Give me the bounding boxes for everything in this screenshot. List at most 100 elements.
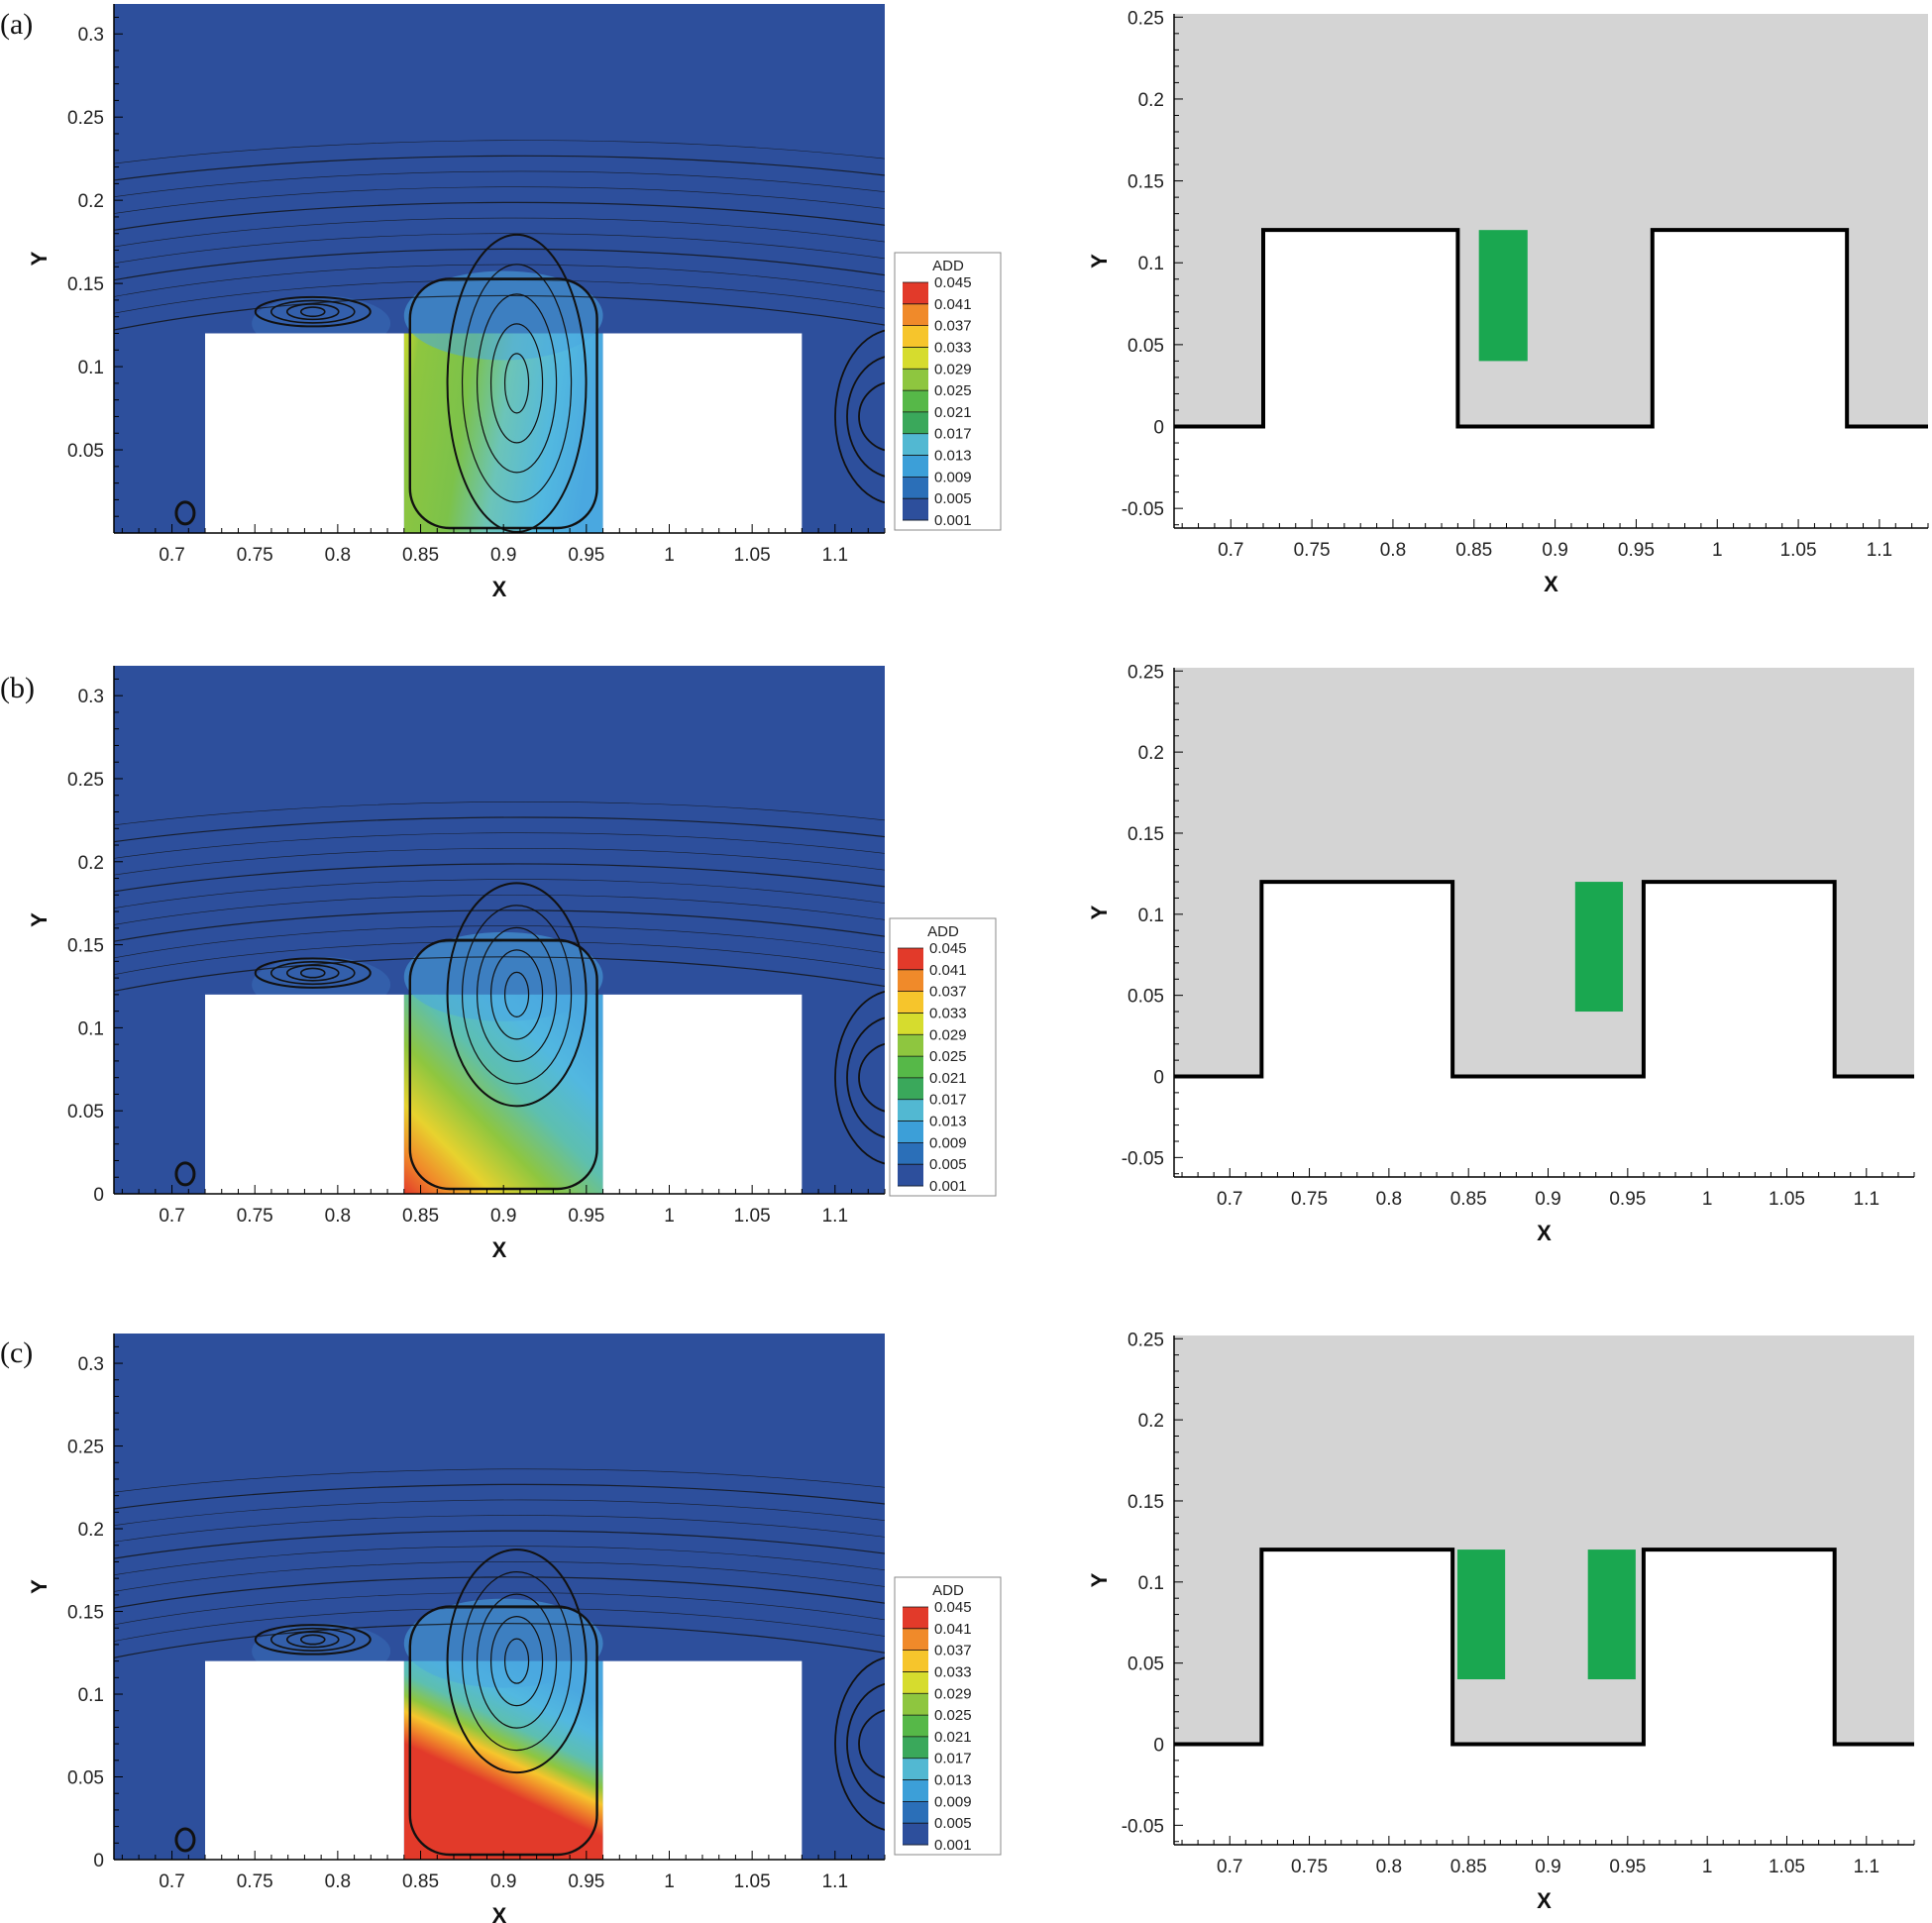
streamline (114, 294, 885, 331)
y-tick-label: 0.15 (1127, 824, 1164, 845)
cavity-vortex (503, 971, 530, 1017)
streamline (114, 879, 885, 908)
x-tick-label: 0.85 (1455, 540, 1492, 561)
x-tick-label: 0.85 (402, 545, 439, 566)
streamline (114, 201, 885, 231)
recirculation-loop (299, 306, 326, 318)
y-tick-label: 0.3 (78, 687, 104, 707)
legend-swatch (903, 411, 928, 435)
source-region (1456, 1549, 1506, 1680)
x-tick-label: 1 (664, 545, 675, 566)
streamline (114, 155, 885, 181)
streamline (114, 956, 885, 993)
legend-level-label: 0.033 (934, 1663, 972, 1680)
legend-level-label: 0.005 (934, 1815, 972, 1832)
cavity-vortex (446, 233, 588, 533)
x-axis-title: X (1537, 1888, 1552, 1913)
x-tick-label: 0.7 (1217, 1189, 1242, 1210)
x-tick-label: 0.85 (1450, 1189, 1487, 1210)
x-axis-title: X (492, 1237, 507, 1262)
legend-level-label: 0.009 (934, 1793, 972, 1810)
chart-panel-c-right: 0.7 0.75 0.8 0.85 0.9 0.95 1 1.05 1.1 -0.05 0 0.05 0… (1087, 1330, 1915, 1913)
x-tick-label: 1 (1712, 540, 1723, 561)
y-axis-title: Y (27, 912, 52, 927)
legend-swatch (898, 991, 923, 1014)
x-tick-label: 0.8 (1376, 1189, 1402, 1210)
legend-level-label: 0.001 (929, 1178, 967, 1195)
y-tick-label: 0.25 (67, 1438, 104, 1458)
y-tick-label: 0.05 (1127, 336, 1164, 357)
legend-level-label: 0.041 (934, 296, 972, 313)
streamline (114, 816, 885, 843)
legend-level-label: 0.025 (934, 382, 972, 399)
y-tick-label: 0.05 (67, 1768, 104, 1789)
x-tick-label: 0.7 (1218, 540, 1243, 561)
y-tick-label: 0.1 (78, 1018, 104, 1039)
y-tick-label: 0.15 (67, 274, 104, 295)
y-tick-label: 0.15 (1127, 1492, 1164, 1513)
x-tick-label: 0.75 (237, 1206, 273, 1227)
corner-vortex (174, 1827, 196, 1853)
cavity-vortex (503, 1638, 530, 1684)
x-tick-label: 1.05 (1769, 1857, 1805, 1877)
x-tick-label: 1.1 (1854, 1857, 1879, 1877)
x-tick-label: 0.7 (159, 545, 184, 566)
legend-swatch (903, 1628, 928, 1652)
x-tick-label: 0.75 (237, 1871, 273, 1892)
legend-level-label: 0.025 (929, 1048, 967, 1065)
x-tick-label: 0.7 (159, 1871, 184, 1892)
panel-label: (a) (0, 8, 33, 41)
plume (403, 931, 603, 1021)
y-tick-label: 0.1 (78, 358, 104, 378)
cavity-vortex (446, 882, 588, 1108)
source-region (1478, 230, 1528, 362)
legend-level-label: 0.009 (934, 469, 972, 485)
cavity-vortex (476, 1593, 558, 1729)
recirculation-loop (285, 303, 340, 321)
legend-level-label: 0.021 (934, 404, 972, 421)
legend-swatch (903, 1758, 928, 1781)
source-region (1587, 1549, 1636, 1680)
plume (403, 1598, 603, 1688)
recirculation-loop (254, 1624, 372, 1656)
streamline (114, 186, 885, 214)
y-axis-title: Y (1087, 1572, 1112, 1587)
streamline (114, 894, 885, 925)
recirculation-loop (285, 964, 340, 982)
legend-swatch (898, 1077, 923, 1101)
legend-level-label: 0.041 (929, 962, 967, 979)
x-tick-label: 1.05 (1780, 540, 1817, 561)
y-tick-label: 0 (1153, 1068, 1164, 1089)
legend-swatch (898, 1056, 923, 1079)
y-tick-label: 0.25 (1127, 1330, 1164, 1350)
streamline (114, 264, 885, 297)
legend-level-label: 0.029 (929, 1026, 967, 1043)
y-tick-label: 0.05 (67, 441, 104, 462)
x-tick-label: 0.75 (1291, 1189, 1328, 1210)
x-tick-label: 1.05 (734, 1871, 771, 1892)
chart-panel-a-right: 0.7 0.75 0.8 0.85 0.9 0.95 1 1.05 1.1 -0.05 0 0.05 0… (1087, 8, 1929, 596)
y-tick-label: 0.25 (67, 770, 104, 791)
x-tick-label: 1.1 (822, 545, 848, 566)
legend-level-label: 0.045 (929, 940, 967, 957)
chart-panel-b-right: 0.7 0.75 0.8 0.85 0.9 0.95 1 1.05 1.1 -0.05 0 0.05 0… (1087, 662, 1915, 1245)
legend-swatch (903, 1779, 928, 1802)
plot-area (1174, 1335, 1914, 1747)
legend-swatch (898, 1034, 923, 1057)
legend-level-label: 0.045 (934, 1599, 972, 1616)
y-tick-label: 0 (93, 1185, 104, 1206)
streamline (114, 1483, 885, 1510)
legend-level-label: 0.017 (934, 426, 972, 443)
streamline (114, 217, 885, 248)
x-tick-label: 0.9 (490, 1206, 516, 1227)
cavity-vortex (446, 1549, 588, 1774)
chart-panel-c-left: 0.7 0.75 0.8 0.85 0.9 0.95 1 1.05 1.1 0 0.05 0.1 0.1… (0, 1334, 1002, 1923)
cavity-vortex (461, 264, 573, 503)
plot-area (114, 4, 885, 533)
corner-vortex (174, 500, 196, 526)
x-tick-label: 1 (1702, 1189, 1713, 1210)
y-tick-label: -0.05 (1122, 1148, 1164, 1169)
cavity-vortex (489, 1616, 544, 1707)
legend-title: ADD (927, 923, 959, 940)
cavity-vortex (489, 949, 544, 1040)
